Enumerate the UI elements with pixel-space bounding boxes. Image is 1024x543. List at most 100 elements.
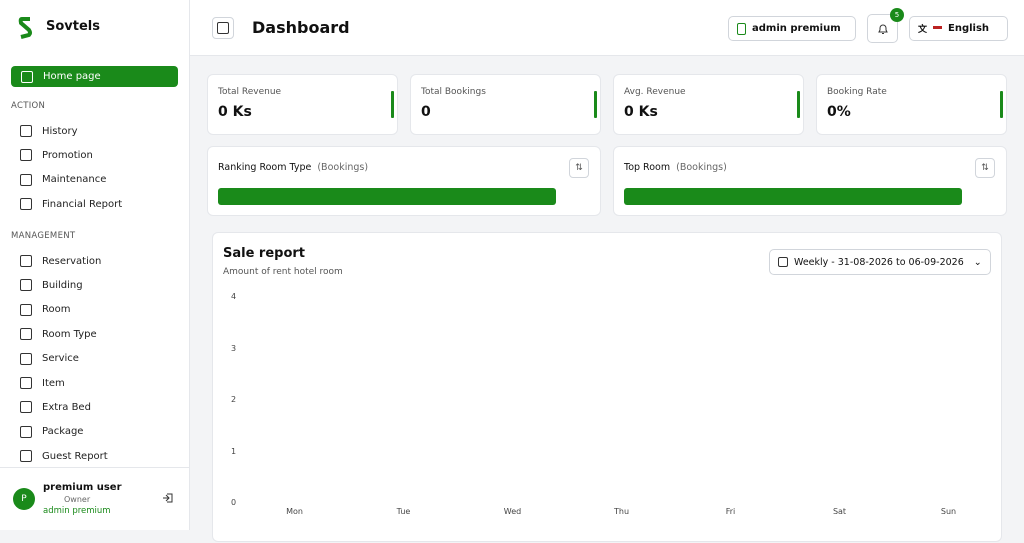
- language: English: [948, 23, 990, 34]
- nav-label: Item: [42, 377, 65, 389]
- stat-value: 0%: [827, 104, 851, 120]
- accent-bar: [797, 91, 800, 118]
- nav-item[interactable]: Reservation: [20, 255, 101, 267]
- brand: Sovtels: [46, 19, 100, 34]
- icon: [20, 303, 32, 316]
- y-tick-label: 2: [231, 395, 237, 404]
- y-tick-label: 1: [231, 446, 237, 456]
- nav-item[interactable]: Maintenance: [20, 173, 107, 186]
- ranking-unit: (Bookings): [317, 162, 369, 173]
- accent-bar: [391, 91, 394, 118]
- y-tick-label: 0: [231, 498, 237, 507]
- flag: [933, 25, 943, 32]
- stat-value: 0 Ks: [624, 104, 658, 120]
- stat-card: Total Revenue 0 Ks: [207, 74, 398, 135]
- bell-icon: [877, 24, 888, 34]
- nav-label: Financial Report: [42, 198, 123, 210]
- x-tick-label: Sat: [832, 507, 847, 516]
- x-tick-label: Wed: [503, 507, 522, 516]
- stat-label: Total Bookings: [421, 87, 486, 97]
- stat-value: 0 Ks: [218, 104, 252, 120]
- account-name: admin premium: [752, 23, 841, 34]
- sale-report-title: Sale report: [223, 246, 306, 261]
- icon: [20, 173, 32, 186]
- nav-label: Room: [42, 304, 71, 316]
- sort-button[interactable]: ⇅: [569, 158, 589, 178]
- language-button[interactable]: 文 English: [909, 16, 1008, 41]
- section-heading: MANAGEMENT: [11, 231, 76, 241]
- page-title: Dashboard: [252, 18, 350, 37]
- logout-icon[interactable]: [162, 492, 174, 504]
- chevron: ⌄: [973, 256, 982, 268]
- x-tick-label: Fri: [725, 507, 736, 516]
- account-button[interactable]: admin premium: [728, 16, 856, 41]
- nav-label: Reservation: [42, 255, 102, 267]
- nav-label: Package: [42, 426, 84, 438]
- nav-label: Building: [42, 279, 83, 291]
- header: Dashboard admin premium 5 文 English: [190, 0, 1024, 56]
- nav-label: Promotion: [42, 149, 93, 161]
- x-tick-label: Sun: [940, 507, 957, 516]
- nav-item[interactable]: Financial Report: [20, 198, 123, 211]
- icon: [20, 401, 32, 414]
- ranking-unit: (Bookings): [676, 162, 727, 173]
- x-tick-label: Thu: [613, 507, 630, 516]
- ranking-card: Ranking Room Type (Bookings) ⇅: [207, 146, 601, 216]
- user-account: admin premium: [43, 506, 111, 516]
- x-tick-label: Tue: [396, 507, 411, 516]
- ranking-bar: [624, 188, 962, 205]
- divider: [0, 467, 190, 468]
- icon: [20, 377, 32, 389]
- nav-item[interactable]: Item: [20, 377, 65, 389]
- stat-card: Total Bookings 0: [410, 74, 601, 135]
- sidebar: Sovtels Home page ACTION History Promotion…: [0, 0, 190, 530]
- icon: [20, 450, 32, 463]
- sort-button[interactable]: ⇅: [975, 158, 995, 178]
- icon: [778, 257, 788, 267]
- stat-label: Avg. Revenue: [624, 87, 686, 97]
- notification-badge: 5: [890, 8, 904, 22]
- stat-label: Total Revenue: [218, 87, 282, 97]
- nav-item[interactable]: Building: [20, 279, 83, 292]
- avatar: P: [13, 488, 35, 510]
- accent-bar: [594, 91, 597, 118]
- ranking-title: Top Room (Bookings): [624, 162, 727, 173]
- nav-label: History: [42, 125, 78, 137]
- icon: [20, 255, 32, 267]
- nav-home[interactable]: Home page: [11, 66, 178, 87]
- nav-item[interactable]: Package: [20, 425, 84, 438]
- ranking-name: Ranking Room Type: [218, 162, 312, 173]
- icon: [217, 22, 229, 34]
- sidebar-toggle[interactable]: [212, 17, 234, 39]
- nav-item[interactable]: Room: [20, 303, 71, 316]
- user-role: Owner: [64, 495, 91, 504]
- nav-label: Maintenance: [42, 174, 107, 186]
- ranking-name: Top Room: [624, 162, 671, 173]
- nav-label: Guest Report: [42, 450, 108, 462]
- stat-value: 0: [421, 104, 431, 120]
- logo: [18, 17, 32, 39]
- date-range-picker[interactable]: Weekly - 31-08-2026 to 06-09-2026 ⌄: [769, 249, 991, 275]
- stat-card: Booking Rate 0%: [816, 74, 1007, 135]
- icon: [20, 198, 32, 211]
- sale-report-card: Sale report Amount of rent hotel room We…: [212, 232, 1002, 542]
- nav-item[interactable]: Promotion: [20, 149, 93, 162]
- nav-label: Extra Bed: [42, 401, 91, 413]
- nav-item[interactable]: History: [20, 125, 78, 137]
- nav-label: Room Type: [42, 328, 97, 340]
- icon: [737, 22, 746, 35]
- nav-item[interactable]: Room Type: [20, 328, 97, 341]
- nav-item[interactable]: Extra Bed: [20, 401, 91, 414]
- date-range: Weekly - 31-08-2026 to 06-09-2026: [794, 256, 964, 268]
- stat-card: Avg. Revenue 0 Ks: [613, 74, 804, 135]
- y-tick-label: 3: [231, 343, 237, 353]
- nav-item[interactable]: Guest Report: [20, 450, 108, 463]
- icon: [20, 149, 32, 162]
- icon: [21, 70, 33, 83]
- nav-item[interactable]: Service: [20, 352, 79, 365]
- translate-icon: 文: [918, 25, 928, 35]
- ranking-title: Ranking Room Type (Bookings): [218, 162, 368, 173]
- ranking-card: Top Room (Bookings) ⇅: [613, 146, 1007, 216]
- stat-label: Booking Rate: [827, 87, 887, 97]
